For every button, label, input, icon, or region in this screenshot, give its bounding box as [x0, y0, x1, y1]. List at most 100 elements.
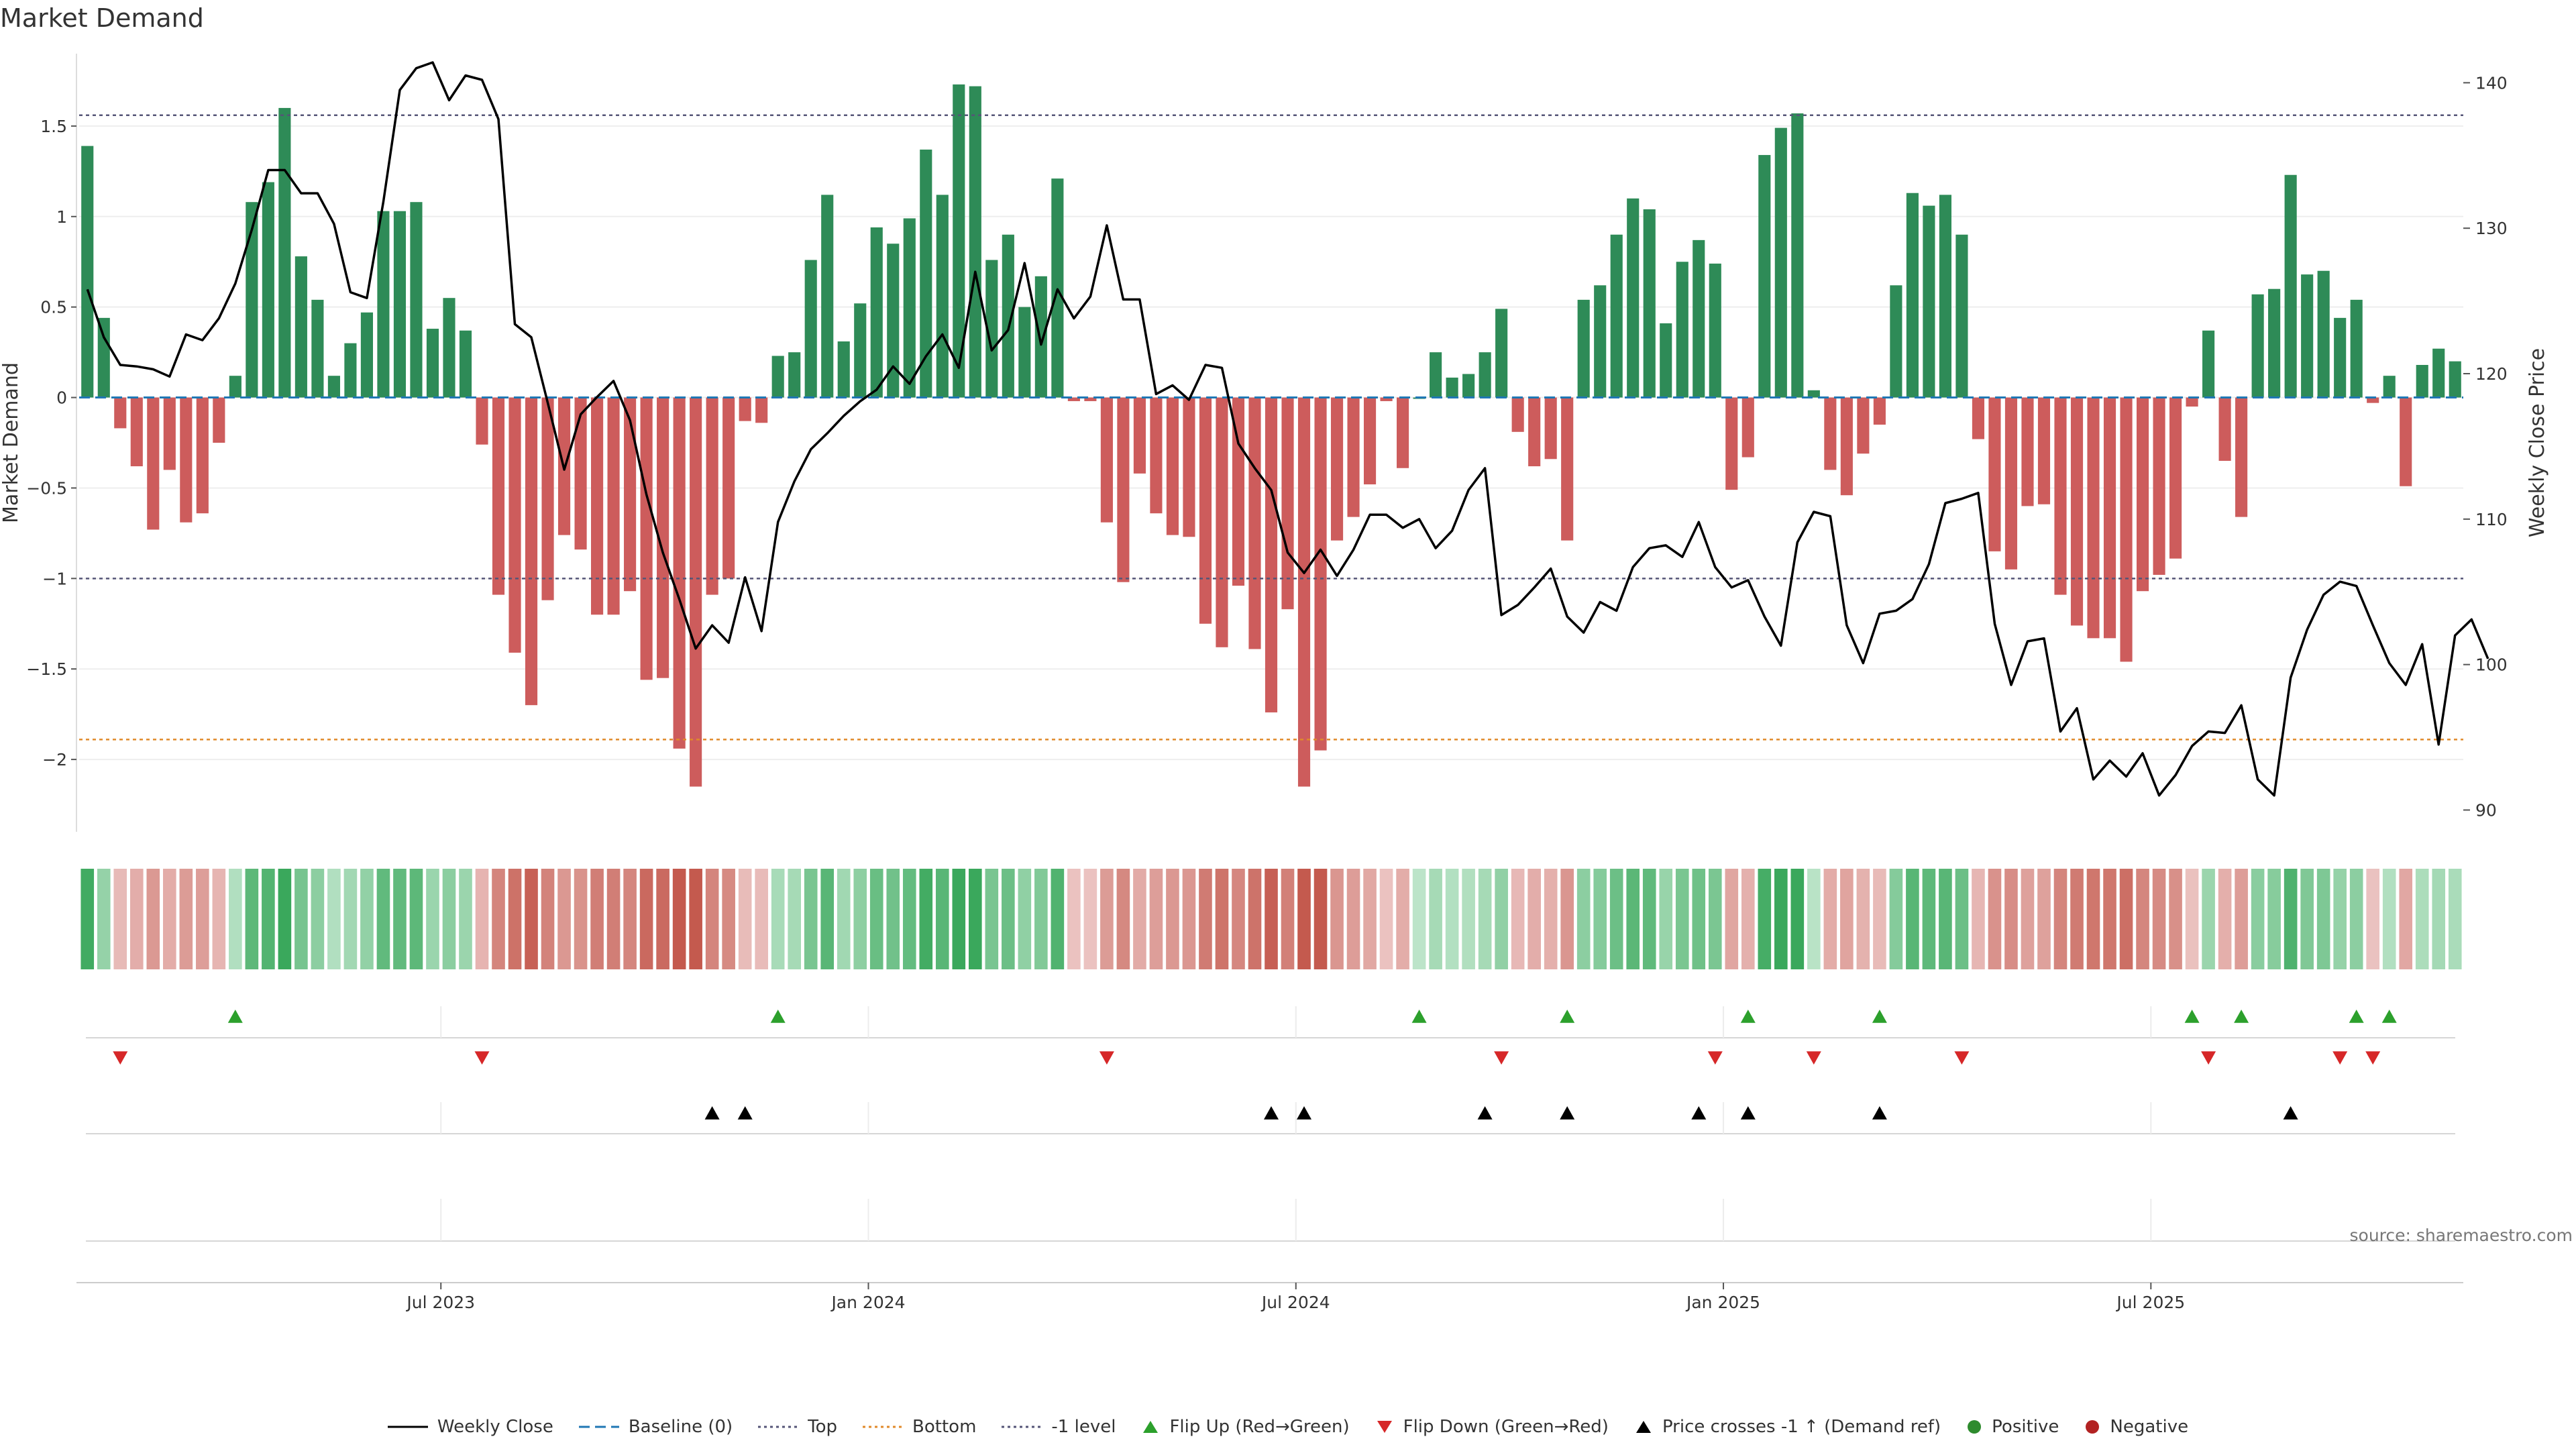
bar-negative	[1133, 397, 1146, 474]
flip-down-marker	[1099, 1051, 1114, 1065]
bar-positive	[344, 343, 357, 398]
bar-negative	[624, 397, 637, 592]
y2-tick-label: 110	[2475, 510, 2508, 529]
bar-negative	[1265, 397, 1278, 712]
bar-negative	[1216, 397, 1228, 647]
intensity-cell	[1067, 869, 1081, 969]
bar-positive	[1034, 276, 1047, 398]
bar-negative	[2120, 397, 2133, 662]
intensity-cell	[804, 869, 818, 969]
intensity-cell	[129, 869, 144, 969]
bar-negative	[2186, 397, 2198, 407]
bar-negative	[1117, 397, 1130, 582]
intensity-cell	[1939, 869, 1952, 969]
x-tick-label: Jul 2023	[405, 1293, 475, 1312]
intensity-cell	[1906, 869, 1919, 969]
bar-negative	[1084, 397, 1097, 401]
bar-positive	[1660, 323, 1672, 398]
intensity-cell	[1149, 869, 1163, 969]
legend-label: Flip Up (Red→Green)	[1169, 1417, 1350, 1437]
bar-positive	[1890, 285, 1902, 398]
bar-positive	[920, 149, 932, 398]
intensity-cell	[672, 869, 686, 969]
bar-positive	[953, 84, 965, 398]
y-tick-label: 0.5	[40, 298, 67, 317]
intensity-cell	[1807, 869, 1821, 969]
bar-positive	[262, 182, 274, 398]
intensity-cell	[1576, 869, 1591, 969]
intensity-cell	[393, 869, 407, 969]
bar-positive	[1479, 352, 1491, 398]
intensity-cell	[196, 869, 209, 969]
intensity-cell	[508, 869, 522, 969]
bar-negative	[2037, 397, 2051, 504]
y-tick-label: −1	[42, 569, 67, 588]
bar-negative	[1988, 397, 2001, 551]
bar-positive	[1939, 195, 1951, 398]
bar-negative	[2169, 397, 2182, 559]
bar-positive	[2251, 294, 2264, 398]
x-tick-label: Jul 2025	[2115, 1293, 2185, 1312]
bar-negative	[2235, 397, 2248, 517]
flip-up-marker	[2184, 1010, 2200, 1023]
intensity-strip	[80, 869, 2462, 969]
legend-label: Negative	[2110, 1417, 2189, 1437]
y-tick-label: 1.5	[40, 117, 67, 136]
legend-label: Baseline (0)	[628, 1417, 733, 1437]
flip-down-marker	[2365, 1051, 2381, 1065]
bar-negative	[739, 397, 751, 421]
intensity-cell	[1133, 869, 1146, 969]
bar-negative	[755, 397, 768, 423]
bar-positive	[1430, 352, 1442, 398]
bar-negative	[1248, 397, 1261, 649]
x-tick-label: Jul 2024	[1260, 1293, 1330, 1312]
intensity-cell	[935, 869, 949, 969]
legend-label: Weekly Close	[437, 1417, 553, 1437]
legend-label: Flip Down (Green→Red)	[1403, 1417, 1609, 1437]
bar-negative	[492, 397, 505, 595]
dot-icon	[2086, 1420, 2100, 1434]
intensity-cell	[788, 869, 802, 969]
price-cross-marker	[1560, 1106, 1575, 1120]
intensity-cell	[2119, 869, 2133, 969]
intensity-cell	[2251, 869, 2265, 969]
weekly-close-line-group	[86, 61, 2489, 797]
bar-negative	[2103, 397, 2116, 639]
legend-label: Positive	[1992, 1417, 2059, 1437]
bar-negative	[2367, 397, 2379, 403]
bar-positive	[969, 86, 981, 398]
intensity-cell	[2152, 869, 2166, 969]
intensity-cell	[1873, 869, 1886, 969]
intensity-cell	[409, 869, 423, 969]
bar-positive	[2268, 288, 2281, 398]
bar-negative	[640, 397, 653, 680]
intensity-cell	[229, 869, 242, 969]
intensity-cell	[820, 869, 835, 969]
bar-positive	[2317, 270, 2330, 398]
intensity-cell	[2366, 869, 2379, 969]
bar-negative	[541, 397, 554, 600]
bar-negative	[706, 397, 718, 595]
y-axis: 1.5 1 0.5 0 −0.5 −1 −1.5 −2	[26, 117, 76, 769]
intensity-cell	[1626, 869, 1640, 969]
bar-negative	[1840, 397, 1853, 496]
flip-up-marker	[2234, 1010, 2249, 1023]
source-note: source: sharemaestro.com	[2350, 1226, 2573, 1245]
intensity-cell	[146, 869, 160, 969]
x-tick-label: Jan 2025	[1685, 1293, 1760, 1312]
intensity-cell	[97, 869, 111, 969]
price-cross-marker	[2283, 1106, 2298, 1120]
bar-positive	[426, 329, 439, 398]
reference-lines	[79, 114, 2463, 741]
bar-negative	[476, 397, 488, 445]
bar-positive	[2284, 174, 2297, 398]
weekly-close-line	[86, 61, 2489, 797]
intensity-cell	[1840, 869, 1854, 969]
y2-tick-label: 90	[2475, 800, 2497, 820]
intensity-cell	[294, 869, 308, 969]
flip-down-marker	[113, 1051, 128, 1065]
bar-positive	[887, 244, 900, 398]
bar-negative	[2218, 397, 2231, 461]
intensity-cell	[1232, 869, 1245, 969]
bar-positive	[1709, 263, 1721, 398]
